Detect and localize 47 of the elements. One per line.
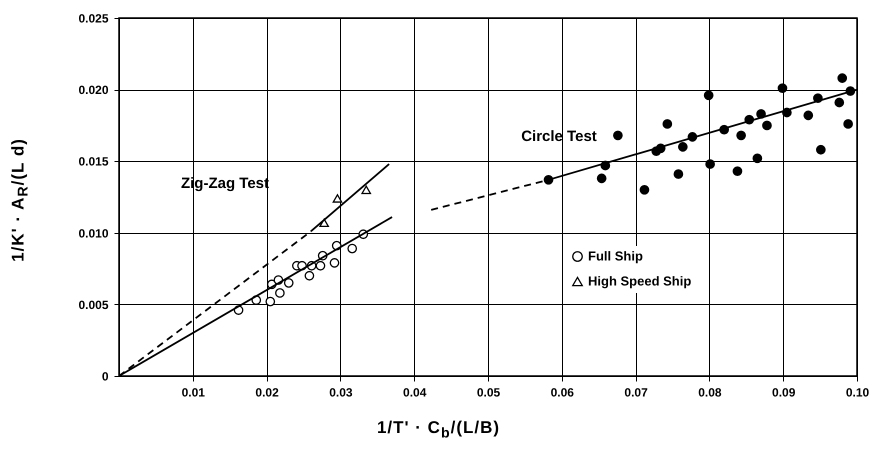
point xyxy=(284,278,294,288)
x-tick-label: 0.02 xyxy=(255,386,280,400)
legend-label: Full Ship xyxy=(588,248,643,264)
point xyxy=(304,270,314,281)
legend-label: High Speed Ship xyxy=(588,274,692,288)
point xyxy=(843,119,853,129)
point xyxy=(837,73,848,83)
point xyxy=(803,110,814,120)
point xyxy=(330,258,340,268)
point xyxy=(732,166,742,176)
x-tick-label: 0.03 xyxy=(329,386,353,400)
point xyxy=(332,194,342,203)
point xyxy=(265,296,276,306)
point xyxy=(640,185,650,195)
point xyxy=(596,174,606,184)
point xyxy=(275,288,285,298)
y-tick-label: 0.005 xyxy=(78,298,109,312)
point xyxy=(816,144,826,155)
point xyxy=(736,130,746,140)
point xyxy=(762,120,772,130)
y-tick-label: 0.025 xyxy=(78,12,109,26)
x-tick-label: 0.05 xyxy=(476,386,500,400)
point xyxy=(678,142,688,152)
annotation: Circle Test xyxy=(521,128,597,145)
point xyxy=(613,130,623,140)
point xyxy=(705,159,715,169)
x-tick-label: 0.10 xyxy=(846,386,870,400)
y-tick-label: 0 xyxy=(102,370,109,384)
point xyxy=(778,83,788,93)
x-axis-title: 1/T' · C$_{b}$/(L/B) xyxy=(376,418,502,442)
point xyxy=(834,98,844,108)
x-tick-label: 0.04 xyxy=(403,386,427,400)
x-tick-label: 0.01 xyxy=(182,386,206,400)
y-tick-label: 0.020 xyxy=(78,83,109,98)
point xyxy=(662,119,672,129)
x-tick-label: 0.06 xyxy=(550,386,574,400)
y-tick-label: 0.015 xyxy=(78,154,109,169)
point xyxy=(704,90,714,100)
x-tick-label: 0.08 xyxy=(698,386,722,400)
point xyxy=(674,169,684,179)
point xyxy=(347,244,358,254)
point xyxy=(752,154,762,164)
x-tick-label: 0.09 xyxy=(772,386,796,400)
x-tick-label: 0.07 xyxy=(624,386,648,400)
point xyxy=(361,186,372,194)
y-tick-label: 0.010 xyxy=(78,226,109,240)
point xyxy=(316,260,326,271)
